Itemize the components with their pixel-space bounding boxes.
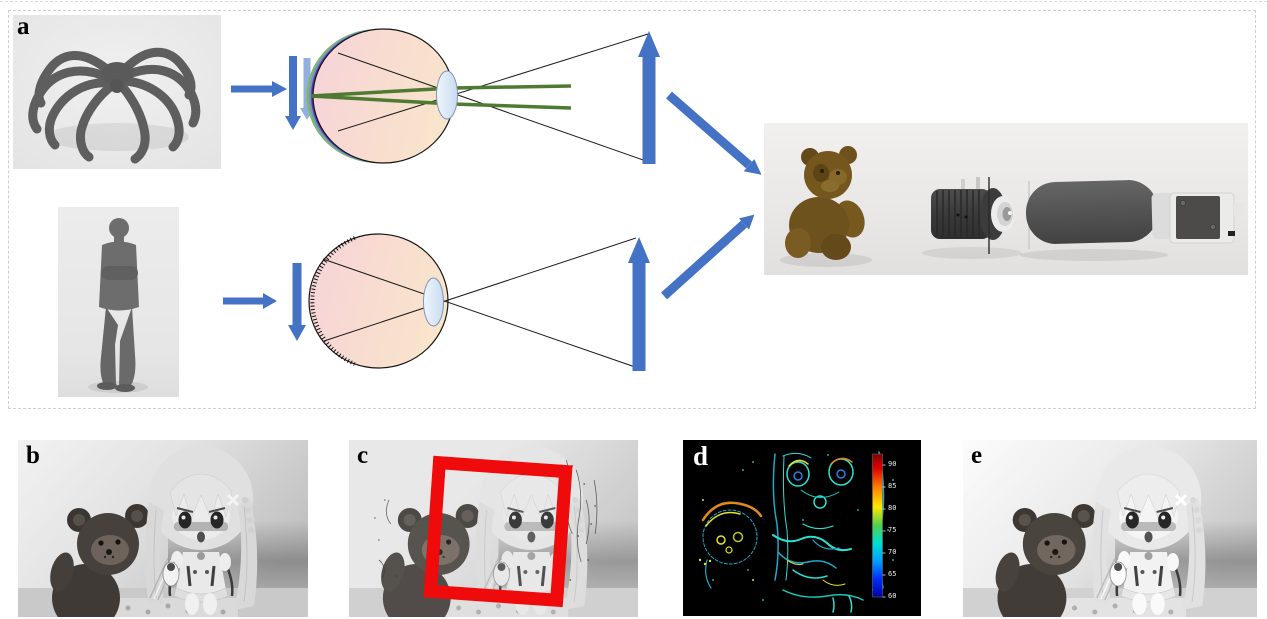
spider-render-image xyxy=(13,15,221,169)
retina-layer-blue xyxy=(309,29,450,163)
retina-hatching xyxy=(310,236,356,366)
panel-b-photo: b xyxy=(18,440,308,617)
figurine-photo-c xyxy=(349,440,638,617)
retina-layer-purple xyxy=(311,29,452,163)
spider-drawing xyxy=(13,15,221,169)
panel-e-label: e xyxy=(971,442,983,469)
panel-d-label: d xyxy=(693,441,709,471)
colorbar xyxy=(872,453,886,598)
human-silhouette xyxy=(97,218,139,392)
colorbar-tick: 85 xyxy=(888,482,897,490)
spider-body xyxy=(101,62,133,84)
inverted-image-arrows-top xyxy=(285,56,314,130)
human-drawing xyxy=(58,207,179,397)
page-top-divider xyxy=(0,1,1267,2)
eye-diagram-top xyxy=(306,28,649,164)
eye-diagram-bottom xyxy=(308,233,639,369)
scene-link-arrow-bottom xyxy=(660,214,755,300)
panel-a-schematic: a xyxy=(8,10,1256,409)
panel-b-label: b xyxy=(26,442,40,469)
red-box-annotation xyxy=(423,455,573,608)
edge-speckles-yellow xyxy=(698,499,754,581)
panel-c-label: c xyxy=(357,442,369,469)
panel-d-event-map: 90 85 80 75 70 65 60 d xyxy=(683,440,921,616)
camera-tube-and-body xyxy=(1020,180,1245,261)
eye-lens-bottom xyxy=(423,277,444,327)
colorbar-tick: 75 xyxy=(888,526,897,534)
eye-lens-top xyxy=(436,70,458,120)
colorbar-tick: 90 xyxy=(888,460,897,468)
colorbar-tick: 65 xyxy=(888,570,897,578)
eyeball-top xyxy=(312,28,455,164)
human-input-arrow xyxy=(223,293,277,309)
object-arrow-bottom xyxy=(628,237,650,371)
human-render-image xyxy=(58,207,179,397)
panel-a-label: a xyxy=(17,13,30,40)
colorbar-tick: 80 xyxy=(888,504,897,512)
panel-e-photo: e xyxy=(963,440,1257,617)
colorbar-tick: 60 xyxy=(888,592,897,600)
edge-strokes xyxy=(701,451,885,613)
scene-link-arrow-top xyxy=(666,91,762,175)
figurine-photo-b xyxy=(18,440,308,617)
inverted-image-arrow-bottom xyxy=(288,263,306,341)
eyeball-bottom xyxy=(308,233,449,369)
figurine-photo-e xyxy=(963,440,1257,617)
camera-lens xyxy=(922,177,1030,259)
event-edge-map xyxy=(683,440,921,616)
object-arrow-top xyxy=(638,31,660,164)
scene-render-image xyxy=(764,123,1248,275)
colorbar-tick: 70 xyxy=(888,548,897,556)
retina-layer-green xyxy=(306,29,448,163)
spider-legs xyxy=(28,47,201,164)
scene-drawing xyxy=(764,123,1248,275)
spider-input-arrow xyxy=(231,81,287,97)
teddy-bear xyxy=(780,146,872,267)
green-rays xyxy=(310,84,572,110)
panel-c-photo: c xyxy=(349,440,638,617)
